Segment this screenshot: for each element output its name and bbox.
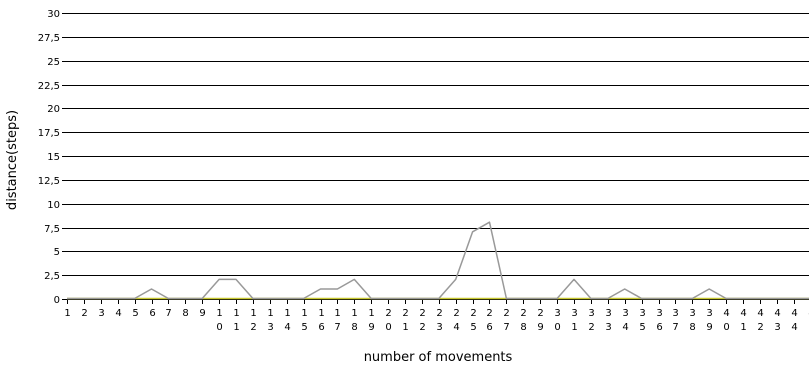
y-tick-label: 30 [47, 9, 60, 20]
x-axis-title: number of movements [364, 350, 513, 365]
y-tick-label: 5 [54, 247, 60, 258]
x-tick-label: 8 [182, 308, 188, 319]
y-tick-label: 17,5 [38, 128, 60, 139]
x-tick-label: 6 [149, 308, 155, 319]
y-tick-label: 25 [47, 57, 60, 68]
y-tick-label: 27,5 [38, 33, 60, 44]
y-tick-label: 2,5 [44, 271, 60, 282]
y-tick-label: 0 [54, 295, 60, 306]
y-axis-ticks: 0 2,5 5 7,5 10 12,5 15 17,5 20 22,5 25 27,5 30 [38, 9, 67, 306]
x-tick-label: 9 [199, 308, 205, 319]
y-tick-label: 10 [47, 200, 60, 211]
x-tick-label: 4 [115, 308, 121, 319]
series-line [67, 221, 809, 300]
y-axis-title: distance(steps) [5, 110, 20, 210]
x-axis-ticks: 1 2 3 4 5 6 7 8 9 1 01 11 21 31 41 51 61 71 81 92 02 12 22 32 42… [64, 299, 809, 333]
y-tick-label: 7,5 [44, 224, 60, 235]
x-tick-label: 1 [64, 308, 70, 319]
x-tick-label: 7 [165, 308, 171, 319]
y-tick-label: 15 [47, 152, 60, 163]
x-tick-label: 2 [81, 308, 87, 319]
y-tick-label: 12,5 [38, 176, 60, 187]
y-tick-label: 20 [47, 104, 60, 115]
series-lines [67, 221, 809, 300]
y-tick-label: 22,5 [38, 81, 60, 92]
x-tick-label: 5 [132, 308, 138, 319]
x-tick-label: 3 [98, 308, 104, 319]
gridlines [67, 13, 809, 300]
